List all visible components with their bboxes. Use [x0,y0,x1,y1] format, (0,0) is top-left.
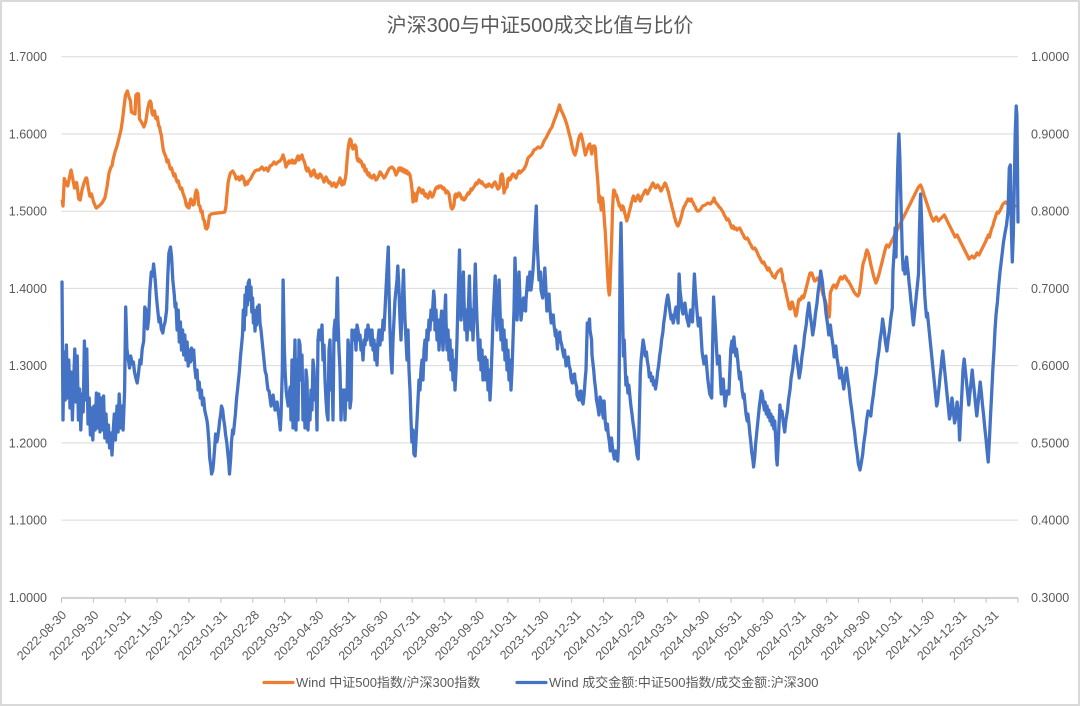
svg-text:0.5000: 0.5000 [1031,436,1069,450]
svg-text:1.2000: 1.2000 [9,436,47,450]
svg-text:1.0000: 1.0000 [9,591,47,605]
svg-text:0.3000: 0.3000 [1031,591,1069,605]
svg-text:1.0000: 1.0000 [1031,50,1069,64]
svg-text:Wind 中证500指数/沪深300指数: Wind 中证500指数/沪深300指数 [296,675,480,690]
svg-text:1.5000: 1.5000 [9,205,47,219]
svg-text:0.7000: 0.7000 [1031,282,1069,296]
svg-text:1.4000: 1.4000 [9,282,47,296]
svg-text:1.7000: 1.7000 [9,50,47,64]
svg-text:0.4000: 0.4000 [1031,514,1069,528]
svg-text:0.8000: 0.8000 [1031,205,1069,219]
svg-text:Wind 成交金额:中证500指数/成交金额:沪深300: Wind 成交金额:中证500指数/成交金额:沪深300 [549,675,818,690]
svg-text:1.6000: 1.6000 [9,127,47,141]
svg-text:1.1000: 1.1000 [9,514,47,528]
svg-text:0.6000: 0.6000 [1031,359,1069,373]
svg-text:0.9000: 0.9000 [1031,127,1069,141]
svg-text:1.3000: 1.3000 [9,359,47,373]
svg-text:沪深300与中证500成交比值与比价: 沪深300与中证500成交比值与比价 [387,14,694,37]
